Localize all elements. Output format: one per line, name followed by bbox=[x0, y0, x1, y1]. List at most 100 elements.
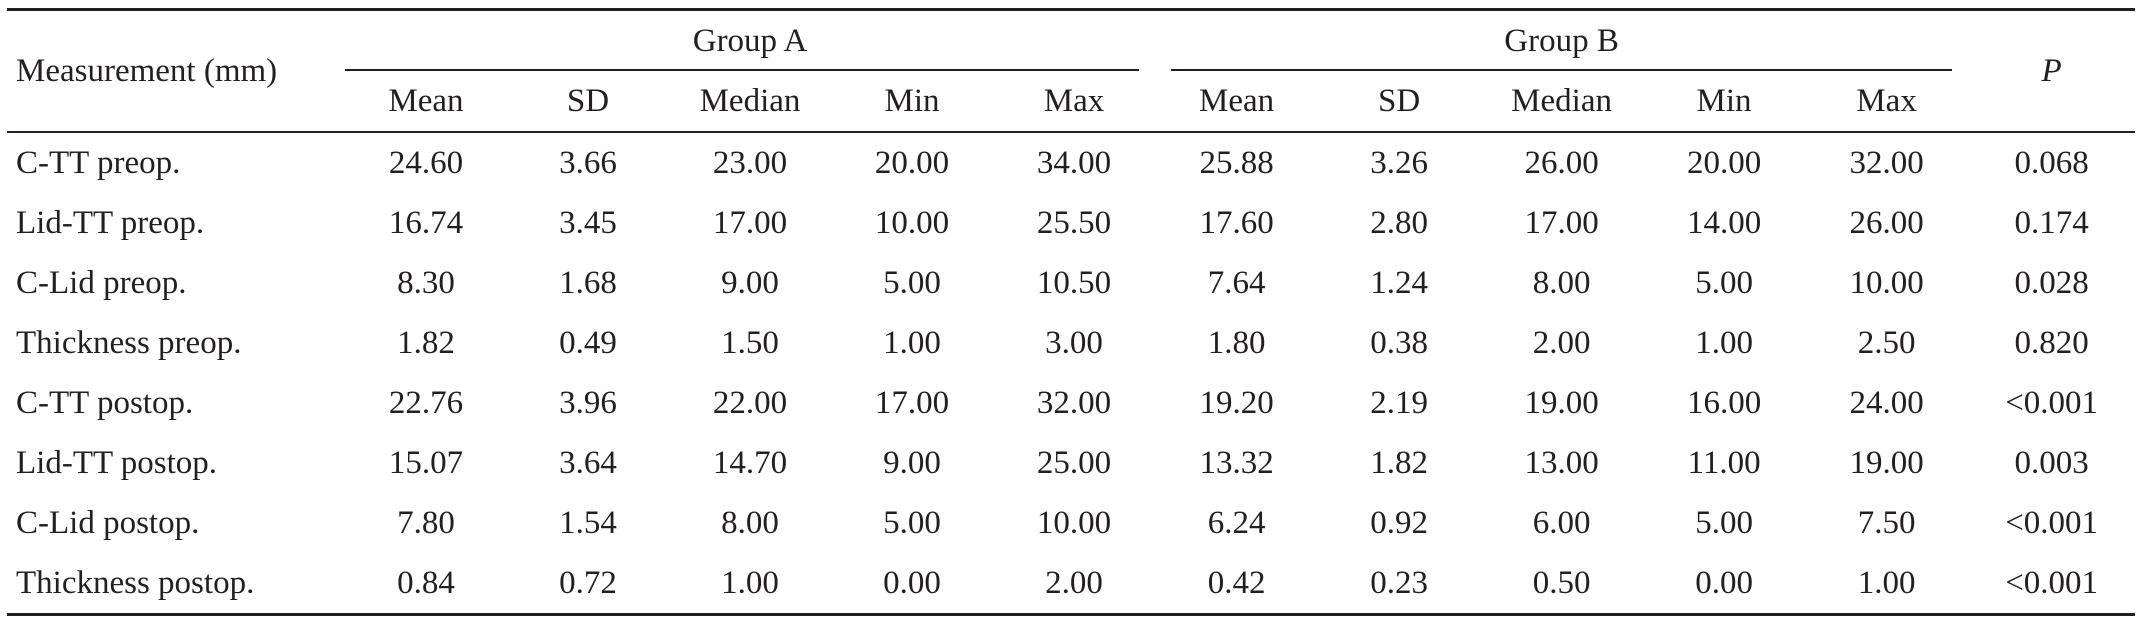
row-label: C-TT preop. bbox=[16, 144, 181, 181]
table-cell: 8.00 bbox=[721, 504, 779, 541]
table-cell: 7.80 bbox=[397, 504, 455, 541]
table-cell: 8.00 bbox=[1532, 264, 1591, 301]
table-cell: 13.32 bbox=[1199, 444, 1274, 481]
group-b-header: Group B bbox=[1155, 8, 1969, 71]
row-label: C-TT postop. bbox=[16, 384, 194, 421]
group-b-rule bbox=[1171, 69, 1953, 71]
table-cell: 15.07 bbox=[388, 444, 464, 481]
table-cell: 0.49 bbox=[559, 324, 617, 361]
table-cell: 9.00 bbox=[721, 264, 779, 301]
table-row: Lid-TT preop. 16.74 3.45 17.00 10.00 25.… bbox=[7, 193, 2135, 253]
table-cell: 10.00 bbox=[1036, 504, 1112, 541]
table-cell: 23.00 bbox=[712, 144, 788, 181]
table-cell: 0.72 bbox=[507, 553, 669, 616]
table-row: C-TT preop. 24.60 3.66 23.00 20.00 34.00… bbox=[7, 132, 2135, 193]
table-cell: 3.66 bbox=[559, 144, 617, 181]
table-cell: 1.82 bbox=[1370, 444, 1428, 481]
p-value-cell: 0.174 bbox=[2014, 204, 2089, 241]
table-cell: 7.64 bbox=[1207, 264, 1266, 301]
row-label: Thickness postop. bbox=[7, 553, 345, 616]
table-cell: 0.50 bbox=[1480, 553, 1644, 616]
table-cell: 25.50 bbox=[1036, 204, 1112, 241]
group-b-label: Group B bbox=[1504, 22, 1619, 59]
table-cell: 10.50 bbox=[1036, 264, 1112, 301]
table-cell: 9.00 bbox=[883, 444, 941, 481]
table-row: C-Lid preop. 8.30 1.68 9.00 5.00 10.50 7… bbox=[7, 253, 2135, 313]
p-value-cell: 0.068 bbox=[2014, 144, 2089, 181]
table-cell: 19.20 bbox=[1199, 384, 1274, 421]
table-cell: 1.00 bbox=[1695, 324, 1753, 361]
table-cell: 14.70 bbox=[712, 444, 788, 481]
col-header-sd-a: SD bbox=[507, 71, 669, 133]
table-cell: 20.00 bbox=[874, 144, 950, 181]
table-cell: 1.00 bbox=[669, 553, 831, 616]
table-cell: 17.00 bbox=[874, 384, 950, 421]
table-cell: 17.00 bbox=[712, 204, 788, 241]
table-cell: 1.00 bbox=[1805, 553, 1969, 616]
col-header-median-a: Median bbox=[669, 71, 831, 133]
p-value-cell: 0.028 bbox=[2014, 264, 2089, 301]
table-cell: 26.00 bbox=[1849, 204, 1924, 241]
col-header-mean-a: Mean bbox=[345, 71, 507, 133]
table-cell: 20.00 bbox=[1686, 144, 1762, 181]
table-row: Thickness postop. 0.84 0.72 1.00 0.00 2.… bbox=[7, 553, 2136, 616]
p-value-cell: <0.001 bbox=[2005, 384, 2099, 421]
table-cell: 24.60 bbox=[388, 144, 464, 181]
col-header-mean-b: Mean bbox=[1155, 71, 1319, 133]
table-row: C-Lid postop. 7.80 1.54 8.00 5.00 10.00 … bbox=[7, 493, 2135, 553]
table-cell: 2.00 bbox=[1532, 324, 1591, 361]
row-label: C-Lid preop. bbox=[16, 264, 187, 301]
measurement-table: Measurement (mm) Group A Group B P Mean … bbox=[7, 8, 2136, 616]
p-value-header: P bbox=[1968, 8, 2136, 133]
table-cell: 32.00 bbox=[1036, 384, 1112, 421]
table-cell: 16.74 bbox=[388, 204, 464, 241]
table-cell: 7.50 bbox=[1857, 504, 1916, 541]
table-cell: 0.84 bbox=[345, 553, 507, 616]
header-row-groups: Measurement (mm) Group A Group B P bbox=[7, 8, 2136, 133]
group-a-rule bbox=[345, 69, 1140, 71]
table-body: C-TT preop. 24.60 3.66 23.00 20.00 34.00… bbox=[7, 132, 2136, 616]
table-cell: 0.42 bbox=[1155, 553, 1319, 616]
p-value-cell: <0.001 bbox=[1968, 553, 2136, 616]
table-cell: 5.00 bbox=[883, 504, 941, 541]
table-cell: 17.60 bbox=[1199, 204, 1274, 241]
table-cell: 8.30 bbox=[397, 264, 455, 301]
col-header-min-b: Min bbox=[1643, 71, 1806, 133]
table-cell: 1.54 bbox=[559, 504, 617, 541]
table-cell: 3.45 bbox=[559, 204, 617, 241]
table-cell: 25.00 bbox=[1036, 444, 1112, 481]
table-cell: 1.50 bbox=[721, 324, 779, 361]
table-row: Lid-TT postop. 15.07 3.64 14.70 9.00 25.… bbox=[7, 433, 2135, 493]
col-header-sd-b: SD bbox=[1318, 71, 1481, 133]
table-cell: 1.68 bbox=[559, 264, 617, 301]
p-value-cell: 0.820 bbox=[2014, 324, 2089, 361]
row-label: Lid-TT postop. bbox=[16, 444, 218, 481]
table-cell: 1.82 bbox=[397, 324, 455, 361]
table-cell: 0.92 bbox=[1370, 504, 1428, 541]
table-cell: 0.23 bbox=[1318, 553, 1481, 616]
p-value-cell: 0.003 bbox=[2014, 444, 2089, 481]
header-row-stats: Mean SD Median Min Max Mean SD Median Mi… bbox=[7, 71, 2135, 133]
table-cell: 24.00 bbox=[1849, 384, 1924, 421]
table-row: C-TT postop. 22.76 3.96 22.00 17.00 32.0… bbox=[7, 373, 2135, 433]
table-cell: 26.00 bbox=[1524, 144, 1599, 181]
col-header-max-a: Max bbox=[993, 71, 1156, 133]
table-cell: 19.00 bbox=[1524, 384, 1599, 421]
table-cell: 3.26 bbox=[1370, 144, 1428, 181]
table-cell: 0.00 bbox=[831, 553, 993, 616]
table-cell: 3.00 bbox=[1045, 324, 1103, 361]
row-label: Lid-TT preop. bbox=[16, 204, 205, 241]
table-cell: 2.80 bbox=[1370, 204, 1428, 241]
table-cell: 6.24 bbox=[1207, 504, 1266, 541]
table-cell: 1.80 bbox=[1207, 324, 1266, 361]
table-cell: 5.00 bbox=[1695, 504, 1753, 541]
table-cell: 14.00 bbox=[1686, 204, 1762, 241]
data-table-container: Measurement (mm) Group A Group B P Mean … bbox=[7, 8, 2136, 616]
table-cell: 1.00 bbox=[883, 324, 941, 361]
table-cell: 16.00 bbox=[1686, 384, 1762, 421]
table-cell: 1.24 bbox=[1370, 264, 1428, 301]
table-cell: 19.00 bbox=[1849, 444, 1924, 481]
table-cell: 6.00 bbox=[1532, 504, 1591, 541]
table-cell: 3.96 bbox=[559, 384, 617, 421]
table-row: Thickness preop. 1.82 0.49 1.50 1.00 3.0… bbox=[7, 313, 2135, 373]
